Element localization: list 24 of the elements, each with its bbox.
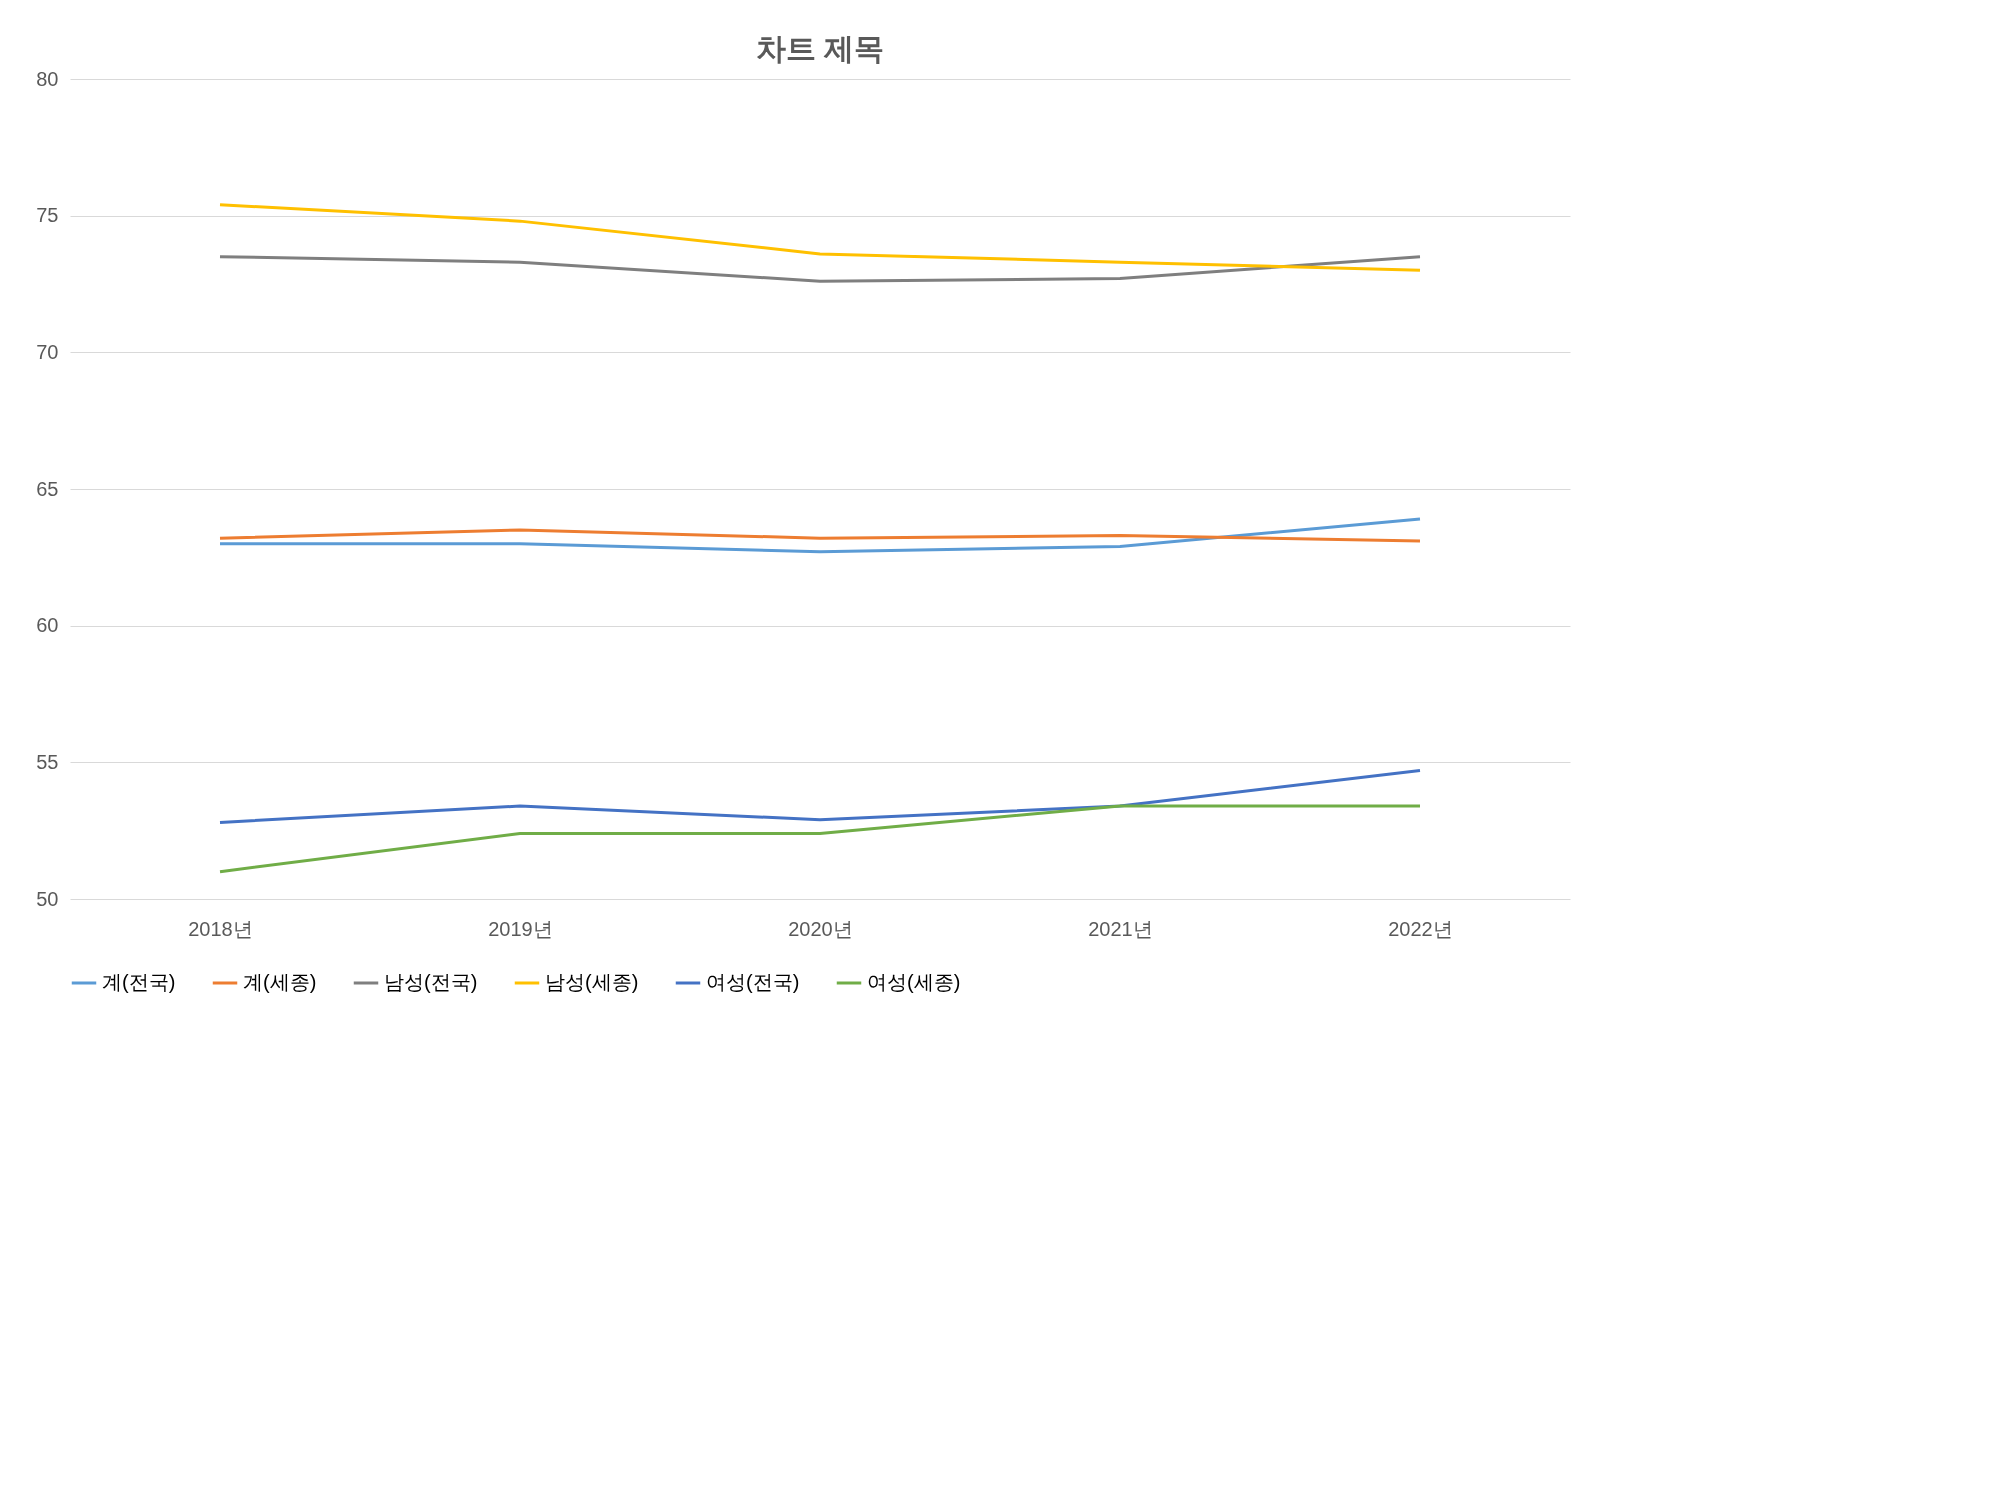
x-tick-label: 2018년 (188, 917, 253, 940)
chart-title: 차트 제목 (755, 32, 885, 65)
legend-label: 계(세종) (243, 971, 317, 993)
y-tick-label: 80 (36, 67, 59, 90)
y-tick-label: 75 (36, 204, 59, 227)
y-tick-label: 65 (36, 477, 59, 500)
y-tick-label: 55 (36, 750, 59, 773)
x-tick-label: 2020년 (788, 917, 853, 940)
legend-label: 남성(전국) (384, 971, 478, 993)
line-series (218, 203, 1422, 272)
x-tick-label: 2022년 (1388, 917, 1453, 940)
y-tick-label: 60 (36, 614, 59, 637)
legend-label: 여성(전국) (706, 971, 800, 993)
x-tick-label: 2019년 (488, 917, 553, 940)
line-series (218, 255, 1422, 283)
y-tick-label: 50 (36, 887, 59, 910)
line-series (218, 528, 1422, 543)
x-tick-label: 2021년 (1088, 917, 1153, 940)
line-series (218, 769, 1422, 824)
y-tick-label: 70 (36, 340, 59, 363)
legend-label: 계(전국) (102, 971, 176, 993)
legend-label: 여성(세종) (867, 971, 961, 993)
legend-label: 남성(세종) (545, 971, 639, 993)
line-series (218, 517, 1422, 554)
